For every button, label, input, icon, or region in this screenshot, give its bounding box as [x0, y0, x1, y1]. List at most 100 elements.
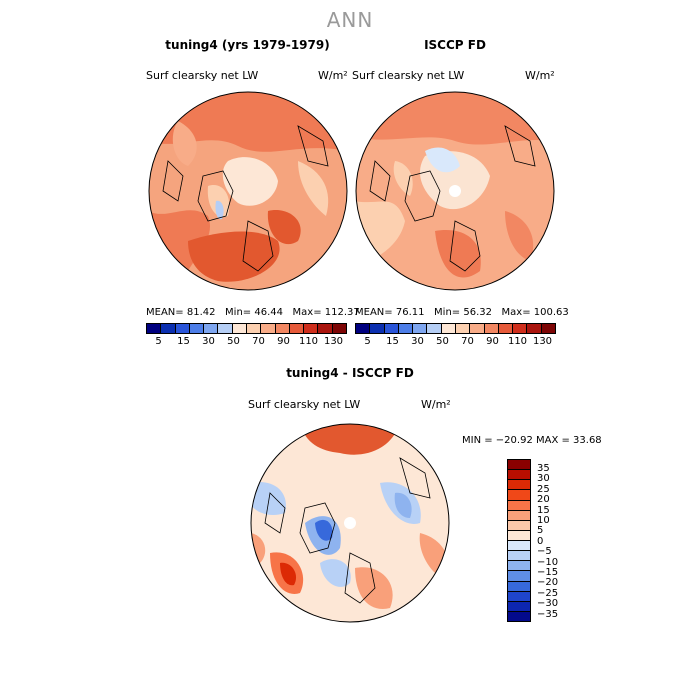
colorbar-tick-label: −25: [537, 587, 559, 599]
colorbar-tick-label: 15: [537, 504, 550, 516]
colorbar-swatch: [508, 480, 530, 491]
colorbar-tick-label: 130: [323, 336, 344, 347]
polar-map-obs: [355, 91, 555, 291]
colorbar-swatch: [455, 324, 471, 333]
colorbar-tick-label: 25: [537, 483, 550, 495]
panel-units-label: W/m²: [525, 69, 555, 82]
colorbar-tick-label: 15: [177, 336, 190, 347]
colorbar-swatch: [527, 324, 542, 333]
colorbar-swatch: [289, 324, 305, 333]
colorbar-model: [146, 323, 347, 334]
mean-label: MEAN=: [355, 307, 393, 318]
colorbar-tick-label: 35: [537, 463, 550, 474]
colorbar-swatch: [332, 324, 346, 333]
colorbar-swatch: [508, 520, 530, 531]
max-value: 112.37: [324, 307, 360, 318]
colorbar-tick-label: 0: [537, 535, 544, 547]
colorbar-swatch: [508, 490, 530, 501]
colorbar-tick-label: −10: [537, 556, 559, 568]
min-value: 56.32: [463, 307, 492, 318]
colorbar-tick-label: 90: [486, 336, 499, 347]
colorbar-tick-label: −35: [537, 608, 559, 620]
diff-units-label: W/m²: [421, 398, 451, 411]
colorbar-tick-label: 50: [227, 336, 240, 347]
colorbar-tick-label: 10: [537, 515, 550, 527]
colorbar-tick-label: 90: [277, 336, 290, 347]
colorbar-tick-label: 5: [537, 525, 544, 537]
colorbar-swatch: [508, 581, 530, 592]
colorbar-tick-label: 130: [532, 336, 553, 347]
colorbar-swatch: [356, 324, 371, 333]
mean-label: MEAN=: [146, 307, 184, 318]
max-label: Max=: [501, 307, 531, 318]
colorbar-tick-label: −30: [537, 598, 559, 610]
polar-map-model: [148, 91, 348, 291]
colorbar-swatch: [508, 561, 530, 572]
colorbar-swatch: [484, 324, 499, 333]
colorbar-swatch: [498, 324, 514, 333]
colorbar-swatch: [318, 324, 333, 333]
colorbar-swatch: [441, 324, 456, 333]
diff-variable-label: Surf clearsky net LW: [248, 398, 361, 411]
colorbar-swatch: [541, 324, 555, 333]
colorbar-swatch: [508, 500, 530, 511]
colorbar-tick-label: 20: [537, 494, 550, 506]
mean-value: 76.11: [395, 307, 425, 318]
diff-panel-title: tuning4 - ISCCP FD: [286, 366, 414, 380]
colorbar-tick-label: 110: [507, 336, 528, 347]
panel-title-model: tuning4 (yrs 1979-1979): [165, 38, 330, 52]
polar-map-difference: [250, 423, 450, 623]
max-value: 100.63: [533, 307, 569, 318]
panel-variable-label: Surf clearsky net LW: [146, 69, 259, 82]
colorbar-swatch: [508, 571, 530, 582]
colorbar-swatch: [427, 324, 442, 333]
colorbar-swatch: [513, 324, 528, 333]
colorbar-tick-label: 15: [386, 336, 399, 347]
colorbar-tick-label: 5: [364, 336, 371, 347]
colorbar-tick-label: 30: [202, 336, 215, 347]
colorbar-swatch: [147, 324, 162, 333]
colorbar-swatch: [508, 530, 530, 541]
panel-stats: MEAN= 81.42 Min= 46.44 Max= 112.37: [146, 307, 360, 318]
colorbar-tick-label: 110: [298, 336, 319, 347]
panel-stats: MEAN= 76.11 Min= 56.32 Max= 100.63: [355, 307, 569, 318]
min-label: Min=: [434, 307, 461, 318]
colorbar-swatch: [161, 324, 176, 333]
max-label: Max=: [292, 307, 322, 318]
colorbar-tick-label: 5: [155, 336, 162, 347]
min-value: 46.44: [254, 307, 283, 318]
colorbar-swatch: [370, 324, 385, 333]
colorbar-swatch: [508, 510, 530, 521]
colorbar-ticks-model: 5 15 30 50 70 90 110 130: [146, 336, 346, 347]
colorbar-tick-label: 30: [537, 473, 550, 485]
diff-minmax-text: MIN = −20.92 MAX = 33.68: [462, 435, 602, 446]
colorbar-obs: [355, 323, 556, 334]
colorbar-labels-difference: 35 30 25 20 15 10 5 0 −5 −10 −15 −20 −25 −30 −35: [537, 463, 559, 620]
panel-units-label: W/m²: [318, 69, 348, 82]
panel-title-obs: ISCCP FD: [424, 38, 486, 52]
colorbar-swatch: [175, 324, 190, 333]
colorbar-swatch: [470, 324, 485, 333]
colorbar-ticks-obs: 5 15 30 50 70 90 110 130: [355, 336, 555, 347]
colorbar-swatch: [261, 324, 276, 333]
colorbar-tick-label: −15: [537, 567, 559, 579]
panel-variable-label: Surf clearsky net LW: [352, 69, 465, 82]
colorbar-tick-label: 50: [436, 336, 449, 347]
colorbar-swatch: [189, 324, 205, 333]
colorbar-swatch: [508, 611, 530, 621]
colorbar-tick-label: 70: [252, 336, 265, 347]
colorbar-swatch: [508, 601, 530, 612]
colorbar-tick-label: 30: [411, 336, 424, 347]
colorbar-swatch: [304, 324, 319, 333]
colorbar-swatch: [275, 324, 290, 333]
colorbar-swatch: [218, 324, 233, 333]
colorbar-swatch: [246, 324, 262, 333]
colorbar-swatch: [508, 541, 530, 552]
colorbar-difference: [507, 459, 531, 622]
colorbar-swatch: [508, 591, 530, 602]
colorbar-swatch: [204, 324, 219, 333]
colorbar-swatch: [398, 324, 414, 333]
min-label: Min=: [225, 307, 252, 318]
colorbar-swatch: [508, 551, 530, 562]
colorbar-swatch: [232, 324, 247, 333]
